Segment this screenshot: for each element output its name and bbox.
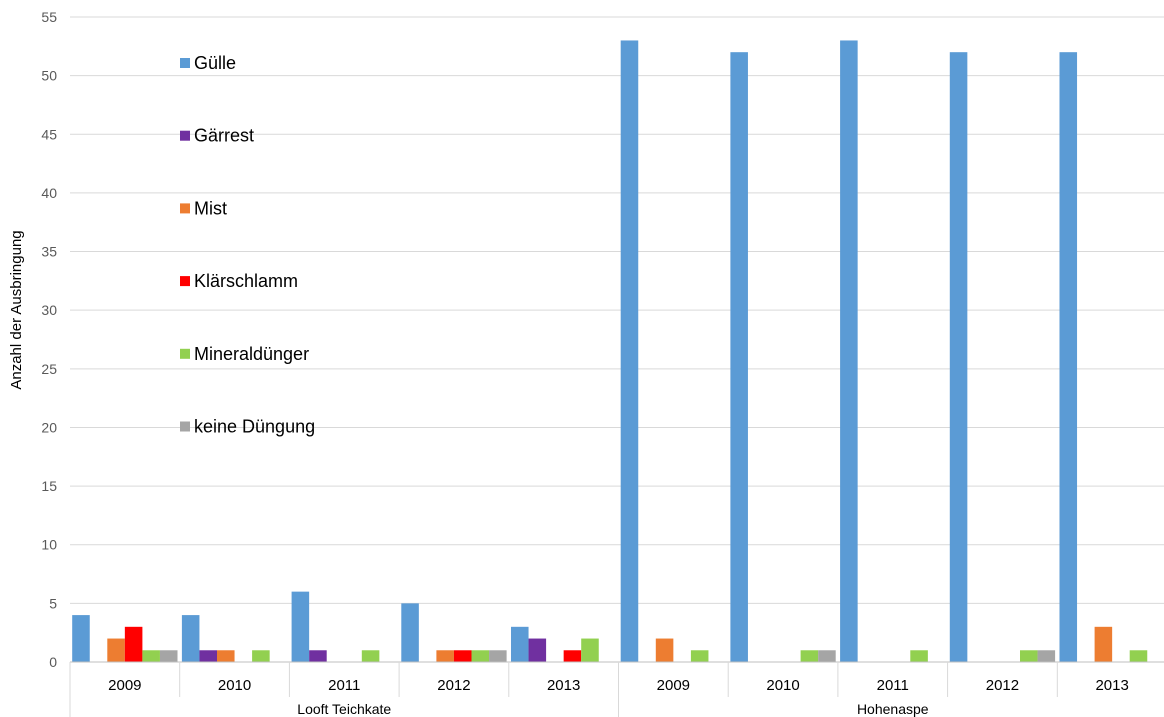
x-tick-label: 2013: [547, 677, 580, 694]
bar-keine-düngung: [818, 650, 836, 662]
group-label: Looft Teichkate: [297, 701, 391, 717]
bar-gülle: [730, 52, 748, 662]
legend-item: Mineraldünger: [180, 344, 309, 364]
legend-item: Gärrest: [180, 126, 254, 146]
bar-gülle: [72, 615, 90, 662]
bar-klärschlamm: [563, 650, 582, 662]
y-tick-label: 25: [41, 361, 57, 377]
y-tick-label: 50: [41, 68, 57, 84]
x-tick-label: 2009: [657, 677, 690, 694]
bar-mineraldünger: [471, 650, 490, 662]
legend-swatch: [180, 203, 190, 214]
y-tick-label: 30: [41, 302, 57, 318]
bar-mineraldünger: [581, 638, 599, 662]
x-axis: 2009 2010 2011 2012 2013 2009 2010 2011 2012 2013…: [69, 661, 1164, 717]
bar-gülle: [181, 615, 200, 662]
legend-label: Gärrest: [194, 126, 254, 146]
bar-gärrest: [309, 650, 327, 662]
bar-gärrest: [199, 650, 217, 662]
bar-gärrest: [528, 638, 547, 662]
bar-mineraldünger: [1020, 650, 1038, 662]
bar-mist: [436, 650, 454, 662]
gridlines: [70, 16, 1164, 663]
bar-mineraldünger: [1129, 650, 1148, 662]
x-tick-label: 2012: [986, 677, 1019, 694]
legend-label: Klärschlamm: [194, 271, 298, 291]
bar-mineraldünger: [690, 650, 709, 662]
bar-gülle: [1059, 52, 1078, 662]
legend-swatch: [180, 348, 190, 359]
legend-item: Klärschlamm: [180, 271, 298, 291]
x-tick-label: 2012: [437, 677, 470, 694]
legend-swatch: [180, 421, 190, 432]
bar-mineraldünger: [910, 650, 928, 662]
bar-klärschlamm: [453, 650, 472, 662]
legend-swatch: [180, 276, 190, 287]
legend: Gülle Gärrest Mist Klärschlamm Mineraldünger…: [180, 53, 315, 437]
y-axis-ticks: 0 5 10 15 20 25 30 35 40 45 50 55: [41, 9, 57, 670]
bar-mineraldünger: [142, 650, 160, 662]
legend-item: Gülle: [180, 53, 236, 73]
bar-gülle: [949, 52, 968, 662]
legend-swatch: [180, 130, 190, 141]
bar-mist: [216, 650, 235, 662]
x-tick-label: 2010: [218, 677, 251, 694]
x-tick-label: 2013: [1095, 677, 1128, 694]
legend-label: Gülle: [194, 53, 236, 73]
legend-label: Mineraldünger: [194, 344, 309, 364]
bar-mineraldünger: [361, 650, 380, 662]
y-tick-label: 40: [41, 185, 57, 201]
legend-item: keine Düngung: [180, 417, 315, 437]
legend-label: keine Düngung: [194, 417, 315, 437]
bar-keine-düngung: [1037, 650, 1056, 662]
bar-mineraldünger: [800, 650, 819, 662]
bar-gülle: [291, 591, 310, 662]
y-tick-label: 5: [49, 595, 57, 611]
y-tick-label: 15: [41, 478, 57, 494]
y-tick-label: 20: [41, 419, 57, 435]
y-tick-label: 10: [41, 537, 57, 553]
bar-mist: [107, 638, 125, 662]
bar-gülle: [620, 40, 639, 663]
group-label: Hohenaspe: [857, 701, 929, 717]
x-tick-label: 2009: [108, 677, 141, 694]
bar-keine-düngung: [159, 650, 178, 662]
bar-keine-düngung: [489, 650, 507, 662]
x-tick-label: 2010: [766, 677, 799, 694]
y-tick-label: 45: [41, 126, 57, 142]
bar-mist: [655, 638, 674, 662]
x-tick-label: 2011: [877, 677, 909, 694]
legend-swatch: [180, 58, 190, 68]
bar-mist: [1094, 626, 1113, 662]
y-tick-label: 0: [49, 654, 57, 670]
legend-item: Mist: [180, 198, 227, 218]
bar-mineraldünger: [252, 650, 270, 662]
bars: [72, 40, 1148, 663]
bar-gülle: [510, 626, 529, 662]
bar-klärschlamm: [124, 626, 143, 662]
legend-label: Mist: [194, 198, 227, 218]
y-tick-label: 35: [41, 244, 57, 260]
y-axis-label: Anzahl der Ausbringung: [8, 230, 25, 389]
bar-gülle: [401, 603, 419, 662]
x-tick-label: 2011: [328, 677, 360, 694]
bar-gülle: [840, 40, 858, 663]
y-tick-label: 55: [41, 9, 57, 25]
